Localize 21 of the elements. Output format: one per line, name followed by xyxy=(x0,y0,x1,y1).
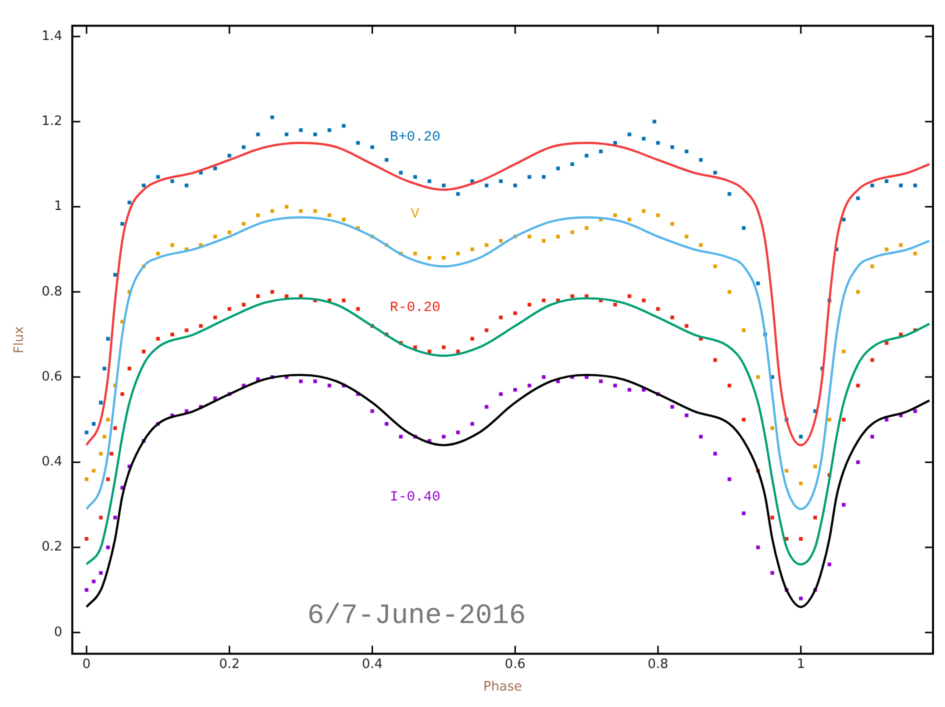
y-axis-title: Flux xyxy=(12,326,28,354)
x-axis-title: Phase xyxy=(483,680,522,695)
x-tick-label: 1 xyxy=(796,656,805,672)
y-tick-label: 1.2 xyxy=(42,114,62,129)
text: I-0.40 xyxy=(390,489,440,506)
annotation: 6/7-June-2016 xyxy=(307,601,526,632)
text: V xyxy=(410,206,420,222)
y-tick-label: 0.4 xyxy=(42,454,62,470)
y-tick-label: 0 xyxy=(54,624,62,640)
y-tick-label: 0.8 xyxy=(42,284,62,300)
x-tick-label: 0.6 xyxy=(504,656,526,672)
y-tick-label: 0.2 xyxy=(42,540,62,555)
y-tick-label: 1 xyxy=(54,199,62,214)
y-tick-label: 1.4 xyxy=(42,28,62,44)
series-label: B+0.20 xyxy=(390,130,440,146)
y-tick-label: 0.6 xyxy=(42,369,62,384)
series-label: R-0.20 xyxy=(390,300,440,316)
x-tick-label: 0.2 xyxy=(219,656,240,672)
x-tick-label: 0.4 xyxy=(362,656,383,672)
x-tick-label: 0.8 xyxy=(648,656,668,672)
x-tick-label: 0 xyxy=(82,656,91,672)
